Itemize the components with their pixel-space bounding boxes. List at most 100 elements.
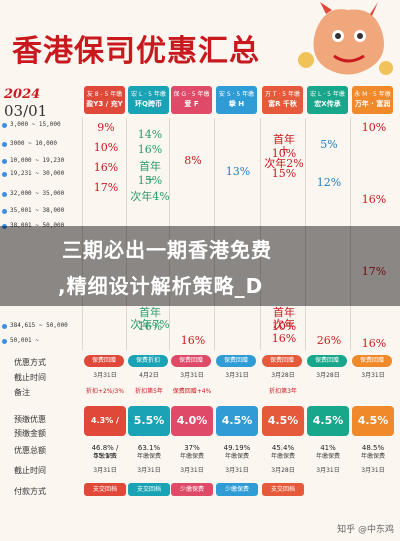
column-header-sub: 安 S · 5 年缴 <box>218 91 255 98</box>
column-header: 永 M · 5 年缴 万年 · 富润 <box>352 86 393 114</box>
row-bullet <box>2 172 7 177</box>
prepay-rate: 4.5% <box>216 406 258 436</box>
rate-cell: 8% <box>184 154 202 167</box>
total-rate: 48.5% <box>361 444 385 452</box>
promo-type-chip: 保费回赠 <box>171 355 211 367</box>
dragon-illustration <box>298 2 393 75</box>
total-rate: 37% <box>184 444 200 452</box>
detail-label: 截止时间 <box>14 373 46 382</box>
deadline-text: 3月31日 <box>180 372 204 379</box>
promo-type-chip: 保费回赠 <box>84 355 124 367</box>
prepay-rate: 4.0% <box>171 406 213 436</box>
row-label: 3,000 ~ 15,000 <box>10 121 61 128</box>
column-divider <box>82 118 83 350</box>
row-bullet <box>2 224 7 229</box>
total-sub: 年缴保费 <box>315 453 340 460</box>
rate-cell: 次年16% <box>271 318 297 345</box>
rate-cell: 5% <box>320 138 338 151</box>
total-rate: 41% <box>320 444 336 452</box>
column-header: 宏 L · 5 年缴 环Q跨币 <box>128 86 169 114</box>
row-label: 19,231 ~ 30,000 <box>10 170 65 177</box>
end-date: 3月28日 <box>271 467 295 474</box>
rate-cell: 首年10% <box>271 133 297 160</box>
end-date: 3月31日 <box>225 467 249 474</box>
prepay-rate: 4.5% <box>307 406 349 436</box>
row-bullet <box>2 192 7 197</box>
detail-label: 预缴金额 <box>14 429 46 438</box>
watermark-overlay <box>0 226 400 306</box>
rate-cell: 10% <box>93 141 119 154</box>
column-header-name: 挚 H <box>228 100 245 108</box>
watermark-line-1: 三期必出一期香港免费 <box>62 238 272 262</box>
date-badge: 2024 03/01 <box>4 87 70 123</box>
detail-label: 优惠方式 <box>14 358 46 367</box>
deadline-text: 3月31日 <box>93 372 117 379</box>
column-divider <box>305 118 306 350</box>
end-date: 3月31日 <box>361 467 385 474</box>
row-bullet <box>2 142 7 147</box>
rate-cell: 26% <box>316 334 342 347</box>
row-label: 32,000 ~ 35,000 <box>10 190 65 197</box>
row-bullet <box>2 339 7 344</box>
column-divider <box>126 118 127 350</box>
row-label: 10,000 ~ 19,230 <box>10 157 65 164</box>
total-sub: 年缴保费 <box>179 453 204 460</box>
note-text: 折扣第5年 <box>135 388 163 395</box>
deadline-text: 4月2日 <box>139 372 159 379</box>
rate-cell: + <box>279 143 289 156</box>
rate-cell: 次年4% <box>130 190 170 203</box>
rate-cell: 16% <box>137 143 163 156</box>
column-header-name: 宏X传承 <box>314 100 341 108</box>
rate-cell: + <box>145 173 155 186</box>
detail-label: 截止时间 <box>14 466 46 475</box>
end-date: 3月31日 <box>137 467 161 474</box>
end-date: 3月31日 <box>93 467 117 474</box>
column-header: 保 G · 5 年缴爱 F <box>171 86 212 114</box>
promo-type-chip: 保费回赠 <box>262 355 302 367</box>
payment-method: 少缴保费 <box>171 483 213 496</box>
end-date: 3月31日 <box>316 467 340 474</box>
promo-type-chip: 保费回赠 <box>216 355 256 367</box>
column-divider <box>214 118 215 350</box>
note-text: 保费回赠+4% <box>172 388 212 395</box>
column-header-sub: 宏 L · 5 年缴 <box>310 91 345 98</box>
detail-label: 预缴优惠 <box>14 415 46 424</box>
rate-cell: 16% <box>93 161 119 174</box>
column-divider <box>260 118 261 350</box>
rate-cell: 首年16% <box>137 306 163 333</box>
column-header: 安 S · 5 年缴挚 H <box>216 86 257 114</box>
row-label: 50,001 ~ <box>10 337 39 344</box>
promo-type-chip: 保费折扣 <box>128 355 168 367</box>
watermark-line-2: ,精细设计解析策略_D <box>58 274 264 298</box>
note-text: 折扣第3年 <box>269 388 297 395</box>
rate-cell: 次年2% <box>264 157 304 170</box>
detail-label: 优惠总额 <box>14 446 46 455</box>
total-sub: 年缴保费 <box>136 453 161 460</box>
rate-cell: 首年15% <box>137 160 163 187</box>
rate-cell: 次年7% <box>130 318 170 331</box>
column-header-name: 富R 千秋 <box>268 100 297 108</box>
total-sub: 年缴保费 <box>224 453 249 460</box>
column-header-name: 环Q跨币 <box>135 100 162 108</box>
column-divider <box>350 118 351 350</box>
column-header-name: 盈Y3 / 充Y <box>86 100 123 108</box>
row-bullet <box>2 159 7 164</box>
date-day: 03/01 <box>4 102 48 120</box>
rate-cell: 17% <box>93 181 119 194</box>
total-rate: 45.4% <box>271 444 295 452</box>
poster-title: 香港保司优惠汇总 <box>12 34 260 69</box>
row-bullet <box>2 123 7 128</box>
rate-cell: 16% <box>180 334 206 347</box>
rate-cell: 10% <box>361 121 387 134</box>
column-header-sub: 永 M · 5 年缴 <box>354 91 391 98</box>
row-label: 35,001 ~ 38,000 <box>10 207 65 214</box>
rate-cell: 14% <box>137 128 163 141</box>
prepay-rate: 5.5% <box>128 406 170 436</box>
end-date: 3月31日 <box>180 467 204 474</box>
row-label: 3000 ~ 10,000 <box>10 140 57 147</box>
column-header-sub: 宏 L · 5 年缴 <box>131 91 166 98</box>
rate-cell: 16% <box>361 337 387 350</box>
column-header: 万 T · 5 年缴 富R 千秋 <box>262 86 303 114</box>
row-label: 384,615 ~ 50,000 <box>10 322 68 329</box>
row-bullet <box>2 209 7 214</box>
